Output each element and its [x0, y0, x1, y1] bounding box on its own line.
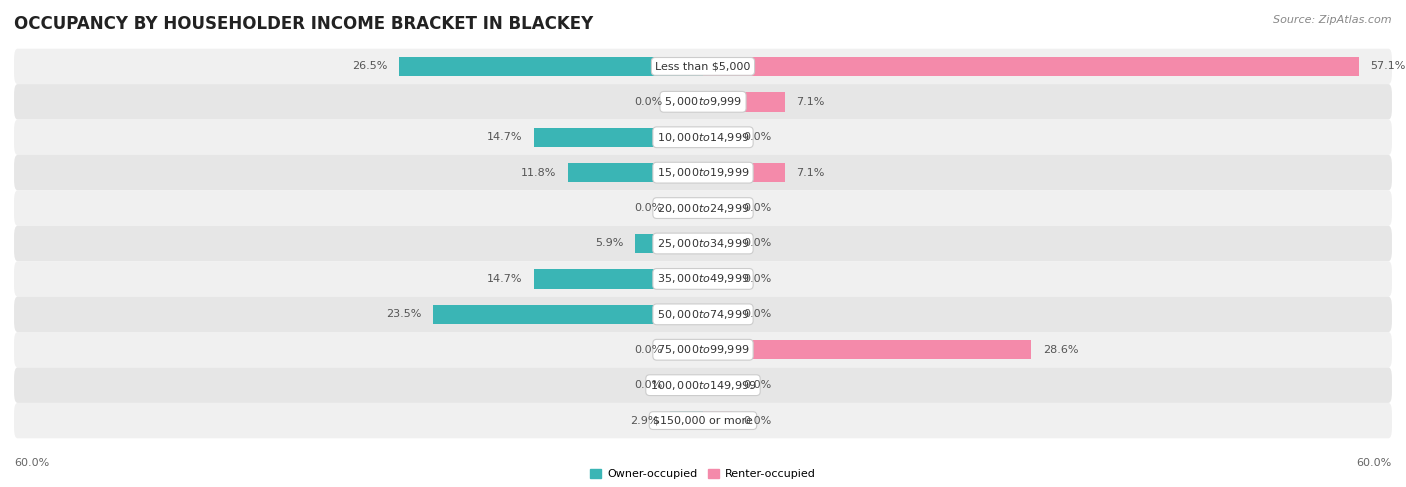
Bar — [703, 163, 785, 183]
Bar — [703, 92, 785, 112]
Text: $15,000 to $19,999: $15,000 to $19,999 — [657, 166, 749, 179]
Text: 60.0%: 60.0% — [14, 457, 49, 468]
Bar — [703, 375, 731, 395]
Text: 0.0%: 0.0% — [744, 203, 772, 213]
Text: 2.9%: 2.9% — [630, 415, 658, 426]
Bar — [675, 92, 703, 112]
Text: 0.0%: 0.0% — [744, 274, 772, 284]
Text: Less than $5,000: Less than $5,000 — [655, 61, 751, 72]
Text: 23.5%: 23.5% — [387, 309, 422, 319]
Text: 26.5%: 26.5% — [352, 61, 387, 72]
Text: 57.1%: 57.1% — [1369, 61, 1406, 72]
Bar — [636, 234, 703, 253]
FancyBboxPatch shape — [14, 297, 1392, 332]
Bar — [433, 304, 703, 324]
FancyBboxPatch shape — [14, 155, 1392, 190]
Text: 14.7%: 14.7% — [488, 132, 523, 142]
FancyBboxPatch shape — [14, 261, 1392, 297]
Text: 0.0%: 0.0% — [634, 380, 662, 390]
Bar — [675, 375, 703, 395]
Bar — [703, 128, 731, 147]
Text: 0.0%: 0.0% — [744, 239, 772, 248]
Text: 7.1%: 7.1% — [796, 97, 824, 107]
Bar — [534, 269, 703, 289]
FancyBboxPatch shape — [14, 49, 1392, 84]
Text: 0.0%: 0.0% — [744, 132, 772, 142]
Text: $5,000 to $9,999: $5,000 to $9,999 — [664, 95, 742, 108]
Bar — [675, 340, 703, 359]
Bar — [669, 411, 703, 431]
Text: $100,000 to $149,999: $100,000 to $149,999 — [650, 379, 756, 392]
Text: 5.9%: 5.9% — [595, 239, 624, 248]
Text: $35,000 to $49,999: $35,000 to $49,999 — [657, 272, 749, 285]
FancyBboxPatch shape — [14, 368, 1392, 403]
Text: $50,000 to $74,999: $50,000 to $74,999 — [657, 308, 749, 321]
FancyBboxPatch shape — [14, 403, 1392, 438]
Text: 11.8%: 11.8% — [520, 168, 555, 178]
Bar — [534, 128, 703, 147]
Text: $75,000 to $99,999: $75,000 to $99,999 — [657, 343, 749, 356]
Bar — [703, 56, 1358, 76]
Text: $20,000 to $24,999: $20,000 to $24,999 — [657, 202, 749, 215]
Bar — [703, 304, 731, 324]
Text: 0.0%: 0.0% — [744, 380, 772, 390]
Bar — [399, 56, 703, 76]
Text: 0.0%: 0.0% — [634, 97, 662, 107]
Text: 60.0%: 60.0% — [1357, 457, 1392, 468]
Bar — [703, 411, 731, 431]
Bar — [568, 163, 703, 183]
FancyBboxPatch shape — [14, 226, 1392, 261]
Text: 7.1%: 7.1% — [796, 168, 824, 178]
Text: Source: ZipAtlas.com: Source: ZipAtlas.com — [1274, 15, 1392, 25]
Text: 0.0%: 0.0% — [634, 203, 662, 213]
Text: $10,000 to $14,999: $10,000 to $14,999 — [657, 131, 749, 144]
Bar — [703, 234, 731, 253]
Bar — [703, 269, 731, 289]
Legend: Owner-occupied, Renter-occupied: Owner-occupied, Renter-occupied — [586, 464, 820, 484]
Text: 28.6%: 28.6% — [1043, 345, 1078, 355]
FancyBboxPatch shape — [14, 119, 1392, 155]
Bar — [703, 340, 1032, 359]
Text: $150,000 or more: $150,000 or more — [654, 415, 752, 426]
Bar — [703, 198, 731, 218]
Text: 0.0%: 0.0% — [744, 415, 772, 426]
FancyBboxPatch shape — [14, 332, 1392, 368]
Text: $25,000 to $34,999: $25,000 to $34,999 — [657, 237, 749, 250]
Text: 0.0%: 0.0% — [744, 309, 772, 319]
Text: OCCUPANCY BY HOUSEHOLDER INCOME BRACKET IN BLACKEY: OCCUPANCY BY HOUSEHOLDER INCOME BRACKET … — [14, 15, 593, 33]
Bar — [675, 198, 703, 218]
Text: 14.7%: 14.7% — [488, 274, 523, 284]
FancyBboxPatch shape — [14, 84, 1392, 119]
Text: 0.0%: 0.0% — [634, 345, 662, 355]
FancyBboxPatch shape — [14, 190, 1392, 226]
